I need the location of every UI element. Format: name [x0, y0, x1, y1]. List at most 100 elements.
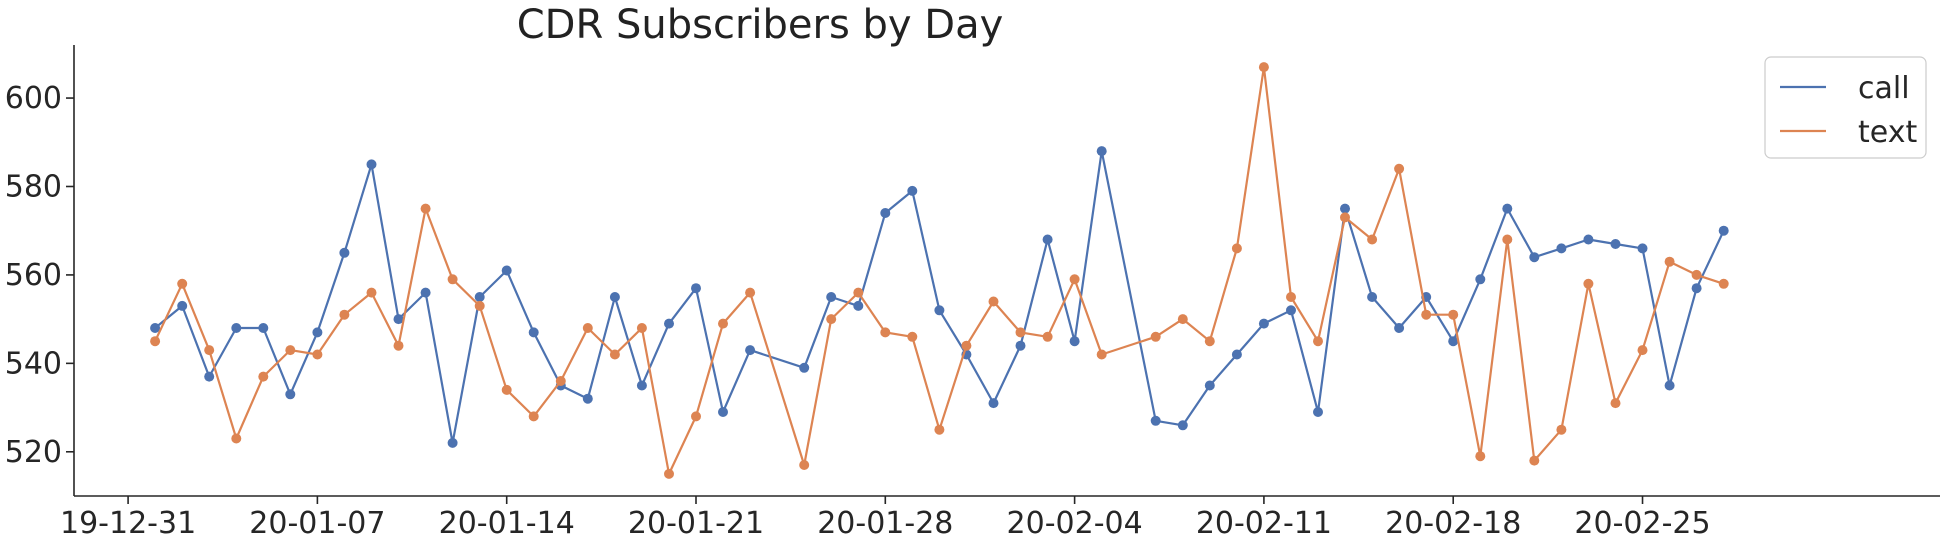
data-point-call — [1664, 380, 1675, 391]
data-point-text — [1529, 455, 1540, 466]
data-point-text — [1177, 314, 1188, 325]
series-layer — [150, 62, 1729, 479]
data-point-text — [691, 411, 701, 422]
data-point-call — [1096, 146, 1107, 157]
data-point-call — [1204, 380, 1215, 391]
data-point-call — [799, 362, 810, 373]
data-point-text — [609, 349, 620, 360]
data-point-call — [366, 159, 377, 170]
data-point-text — [1150, 331, 1161, 342]
series-text — [150, 62, 1729, 479]
data-point-text — [420, 203, 431, 214]
data-point-call — [582, 393, 593, 404]
data-point-call — [1502, 203, 1513, 214]
data-point-call — [339, 247, 350, 258]
data-point-call — [258, 323, 269, 333]
data-point-text — [1556, 424, 1567, 435]
data-point-call — [691, 283, 701, 294]
data-point-text — [745, 287, 756, 298]
x-tick-label: 20-01-07 — [249, 506, 385, 541]
x-tick-label: 19-12-31 — [60, 506, 196, 541]
data-point-text — [1637, 345, 1648, 356]
data-point-call — [1042, 234, 1053, 245]
y-tick-label: 580 — [5, 169, 62, 204]
data-point-call — [1015, 340, 1026, 351]
data-point-text — [853, 287, 864, 298]
data-point-call — [1286, 305, 1296, 316]
data-point-call — [528, 327, 539, 338]
x-tick-label: 20-02-11 — [1196, 506, 1332, 541]
data-point-text — [799, 460, 810, 470]
y-tick-label: 600 — [5, 81, 62, 116]
data-point-text — [528, 411, 539, 422]
data-point-call — [447, 437, 458, 448]
data-point-call — [204, 371, 215, 382]
data-point-call — [826, 292, 837, 302]
data-point-call — [177, 300, 188, 311]
data-point-call — [1231, 349, 1242, 360]
data-point-call — [1313, 407, 1323, 417]
data-point-text — [1015, 327, 1026, 338]
data-point-text — [1475, 451, 1486, 462]
data-point-text — [1394, 163, 1405, 174]
x-tick-label: 20-01-28 — [817, 506, 953, 541]
data-point-text — [1448, 309, 1459, 320]
data-point-text — [1691, 269, 1702, 280]
y-tick-label: 540 — [5, 346, 62, 381]
data-point-text — [1664, 256, 1675, 267]
data-point-call — [636, 380, 647, 391]
data-point-text — [582, 323, 593, 333]
data-point-text — [961, 340, 972, 351]
data-point-call — [1475, 274, 1486, 285]
data-point-call — [745, 345, 756, 356]
data-point-text — [393, 340, 404, 351]
data-point-text — [312, 349, 323, 360]
data-point-call — [393, 314, 404, 325]
data-point-call — [474, 292, 485, 302]
data-point-text — [1258, 62, 1269, 73]
data-point-call — [853, 300, 864, 311]
y-tick-label: 560 — [5, 258, 62, 293]
data-point-call — [1258, 318, 1269, 329]
data-point-call — [988, 398, 999, 409]
data-point-call — [231, 323, 242, 333]
data-point-text — [664, 468, 674, 479]
data-point-text — [880, 327, 891, 338]
plot-area: 520 540 560 580 600 19-12-31 20-01-07 20-01-14… — [5, 45, 1940, 541]
data-point-call — [1691, 283, 1702, 294]
data-point-text — [1231, 243, 1242, 254]
data-point-call — [907, 185, 918, 196]
data-point-call — [664, 318, 674, 329]
data-point-text — [366, 287, 377, 298]
data-point-text — [826, 314, 837, 325]
data-point-call — [1394, 323, 1405, 333]
data-point-text — [1502, 234, 1513, 245]
data-point-call — [1583, 234, 1594, 245]
data-point-call — [1069, 336, 1080, 347]
data-point-text — [718, 318, 728, 329]
data-point-text — [1069, 274, 1080, 285]
data-point-call — [1177, 420, 1188, 431]
data-point-text — [177, 278, 188, 289]
data-point-text — [501, 384, 512, 395]
y-ticks: 520 540 560 580 600 — [5, 81, 74, 470]
chart-title: CDR Subscribers by Day — [517, 2, 1004, 48]
data-point-call — [934, 305, 945, 316]
legend-label-call: call — [1858, 71, 1910, 106]
data-point-call — [150, 323, 161, 333]
data-point-text — [258, 371, 269, 382]
data-point-text — [907, 331, 918, 342]
data-point-text — [1367, 234, 1378, 245]
x-tick-label: 20-02-04 — [1007, 506, 1143, 541]
data-point-call — [1340, 203, 1350, 214]
y-tick-label: 520 — [5, 435, 62, 470]
data-point-call — [880, 208, 891, 218]
data-point-call — [1610, 239, 1621, 249]
legend-label-text: text — [1858, 115, 1917, 150]
data-point-text — [231, 433, 242, 444]
data-point-call — [420, 287, 431, 298]
data-point-text — [988, 296, 999, 307]
x-tick-label: 20-02-18 — [1385, 506, 1521, 541]
data-point-call — [501, 265, 512, 276]
